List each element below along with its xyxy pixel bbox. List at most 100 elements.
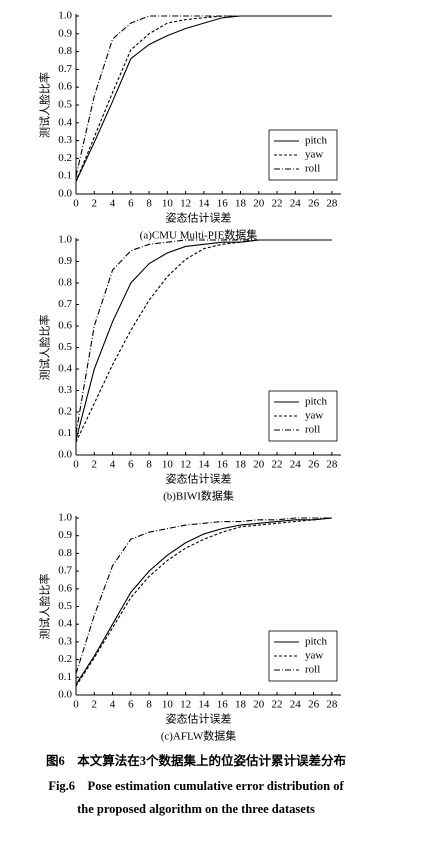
x-tick-label: 22	[272, 459, 283, 471]
x-tick-label: 28	[326, 699, 338, 711]
y-tick-label: 0.3	[58, 635, 72, 647]
series-line	[75, 239, 332, 434]
x-tick-label: 16	[217, 699, 229, 711]
y-tick-label: 0.0	[58, 449, 72, 461]
y-tick-label: 0.0	[58, 689, 72, 701]
x-tick-label: 20	[253, 699, 265, 711]
x-tick-label: 2	[92, 699, 98, 711]
y-tick-label: 0.5	[58, 600, 72, 612]
x-tick-label: 6	[128, 699, 134, 711]
series-line	[75, 517, 332, 674]
x-axis-label: 姿态估计误差	[166, 211, 232, 225]
x-axis-label: 姿态估计误差	[166, 712, 232, 726]
x-tick-label: 22	[272, 699, 283, 711]
x-tick-label: 26	[308, 198, 320, 210]
x-tick-label: 10	[162, 198, 174, 210]
y-tick-label: 0.1	[58, 427, 72, 439]
x-tick-label: 2	[92, 198, 98, 210]
y-tick-label: 0.2	[58, 152, 72, 164]
y-tick-label: 0.9	[58, 27, 72, 39]
y-tick-label: 0.3	[58, 384, 72, 396]
legend-label: pitch	[305, 636, 327, 648]
y-tick-label: 1.0	[58, 10, 72, 22]
x-tick-label: 12	[180, 699, 191, 711]
x-tick-label: 18	[235, 198, 247, 210]
subtitle: (c)AFLW数据集	[161, 729, 237, 743]
y-tick-label: 0.4	[58, 618, 72, 630]
x-tick-label: 26	[308, 699, 320, 711]
y-tick-label: 0.3	[58, 134, 72, 146]
y-axis-label: 测试人脸比率	[38, 72, 52, 138]
x-tick-label: 6	[128, 198, 134, 210]
x-tick-label: 18	[235, 459, 247, 471]
y-tick-label: 0.8	[58, 277, 72, 289]
caption-en: Fig.6 Pose estimation cumulative error d…	[48, 779, 344, 793]
y-tick-label: 0.8	[58, 547, 72, 559]
x-tick-label: 14	[198, 699, 210, 711]
x-tick-label: 10	[162, 459, 174, 471]
x-tick-label: 14	[198, 198, 210, 210]
legend-label: yaw	[305, 149, 323, 161]
x-tick-label: 4	[110, 459, 116, 471]
x-tick-label: 0	[73, 699, 79, 711]
series-line	[75, 15, 332, 182]
y-tick-label: 0.0	[58, 188, 72, 200]
x-tick-label: 6	[128, 459, 134, 471]
y-tick-label: 0.4	[58, 116, 72, 128]
legend-label: roll	[305, 163, 320, 175]
y-tick-label: 0.1	[58, 170, 72, 182]
y-axis-label: 测试人脸比率	[38, 574, 52, 640]
y-tick-label: 0.1	[58, 671, 72, 683]
y-tick-label: 0.7	[58, 63, 72, 75]
legend-label: yaw	[305, 410, 323, 422]
y-tick-label: 0.7	[58, 565, 72, 577]
x-tick-label: 28	[326, 459, 338, 471]
x-tick-label: 20	[253, 198, 265, 210]
y-tick-label: 0.9	[58, 255, 72, 267]
series-line	[75, 517, 332, 687]
y-tick-label: 0.8	[58, 45, 72, 57]
legend-label: pitch	[305, 396, 327, 408]
subtitle: (a)CMU Multi-PIE数据集	[140, 228, 258, 242]
y-tick-label: 0.2	[58, 406, 72, 418]
x-tick-label: 12	[180, 198, 191, 210]
x-tick-label: 26	[308, 459, 320, 471]
x-tick-label: 2	[92, 459, 98, 471]
x-tick-label: 10	[162, 699, 174, 711]
x-tick-label: 24	[290, 699, 302, 711]
y-tick-label: 1.0	[58, 512, 72, 524]
y-tick-label: 1.0	[58, 234, 72, 246]
x-tick-label: 16	[217, 198, 229, 210]
y-tick-label: 0.4	[58, 363, 72, 375]
y-tick-label: 0.6	[58, 320, 72, 332]
y-tick-label: 0.2	[58, 653, 72, 665]
x-tick-label: 16	[217, 459, 229, 471]
y-tick-label: 0.6	[58, 81, 72, 93]
subtitle: (b)BIWI数据集	[163, 489, 234, 503]
legend-label: roll	[305, 424, 320, 436]
legend-label: yaw	[305, 650, 323, 662]
x-tick-label: 8	[146, 198, 152, 210]
series-line	[75, 517, 332, 685]
x-tick-label: 8	[146, 459, 152, 471]
x-tick-label: 22	[272, 198, 283, 210]
x-tick-label: 4	[110, 198, 116, 210]
y-tick-label: 0.9	[58, 529, 72, 541]
x-tick-label: 0	[73, 459, 79, 471]
x-tick-label: 14	[198, 459, 210, 471]
y-tick-label: 0.7	[58, 298, 72, 310]
y-axis-label: 测试人脸比率	[38, 315, 52, 381]
x-tick-label: 24	[290, 459, 302, 471]
y-tick-label: 0.5	[58, 341, 72, 353]
caption-cn: 图6 本文算法在3个数据集上的位姿估计累计误差分布	[46, 753, 347, 768]
x-tick-label: 4	[110, 699, 116, 711]
y-tick-label: 0.5	[58, 99, 72, 111]
x-tick-label: 24	[290, 198, 302, 210]
x-tick-label: 18	[235, 699, 247, 711]
x-tick-label: 8	[146, 699, 152, 711]
x-tick-label: 28	[326, 198, 338, 210]
x-tick-label: 0	[73, 198, 79, 210]
y-tick-label: 0.6	[58, 582, 72, 594]
x-axis-label: 姿态估计误差	[166, 472, 232, 486]
